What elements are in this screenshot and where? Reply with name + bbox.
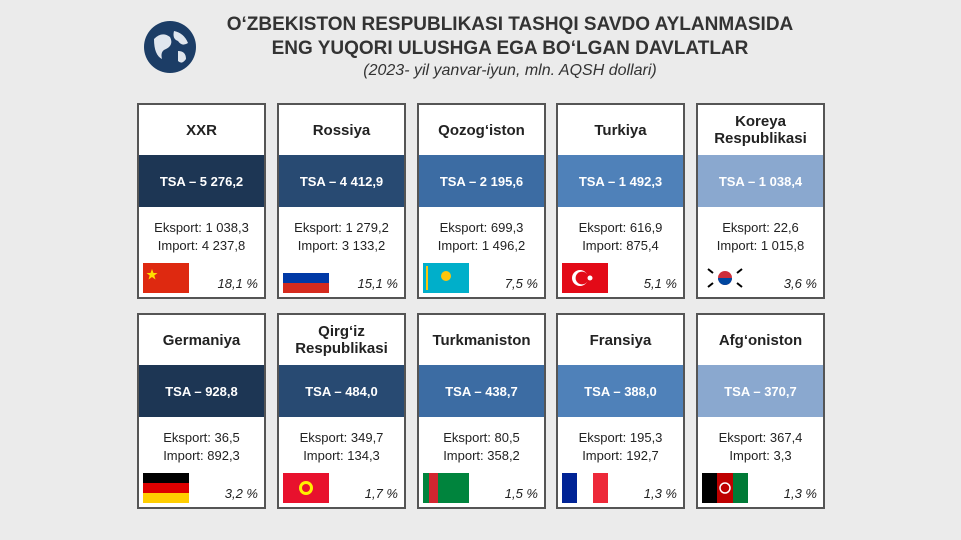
country-name: Fransiya: [589, 331, 652, 349]
country-name: Afg‘oniston: [718, 331, 803, 349]
country-name: Germaniya: [162, 331, 241, 349]
trade-details: Eksport: 1 038,3 Import: 4 237,8: [139, 219, 264, 255]
country-name: Qozog‘iston: [438, 121, 525, 139]
tsa-band: TSA – 4 412,9: [279, 155, 404, 207]
share-value: 3,2 %: [224, 486, 258, 501]
country-name: Turkiya: [594, 121, 647, 139]
country-card: Qozog‘iston TSA – 2 195,6 Eksport: 699,3 Im…: [417, 103, 546, 299]
flag: [562, 473, 608, 503]
share-value: 1,5 %: [504, 486, 538, 501]
country-card: Germaniya TSA – 928,8 Eksport: 36,5 Import:…: [137, 313, 266, 509]
flag: [143, 473, 189, 503]
import-value: Import: 134,3: [303, 448, 380, 463]
import-value: Import: 1 015,8: [716, 238, 805, 253]
share-value: 15,1 %: [357, 276, 398, 291]
country-name: Qirg‘iz Respublikasi: [295, 323, 388, 357]
export-value: Eksport: 616,9: [578, 220, 663, 235]
trade-details: Eksport: 616,9 Import: 875,4: [558, 219, 683, 255]
share-value: 18,1 %: [217, 276, 258, 291]
share-value: 7,5 %: [504, 276, 538, 291]
title-line1: O‘ZBEKISTON RESPUBLIKASI TASHQI SAVDO AY…: [226, 14, 794, 35]
export-value: Eksport: 36,5: [163, 430, 240, 445]
share-value: 1,3 %: [643, 486, 677, 501]
tsa-band: TSA – 2 195,6: [419, 155, 544, 207]
country-card: Turkmaniston TSA – 438,7 Eksport: 80,5 Impo…: [417, 313, 546, 509]
tsa-band: TSA – 5 276,2: [139, 155, 264, 207]
export-value: Eksport: 1 279,2: [294, 220, 389, 235]
trade-details: Eksport: 195,3 Import: 192,7: [558, 429, 683, 465]
country-card: Turkiya TSA – 1 492,3 Eksport: 616,9 Import…: [556, 103, 685, 299]
import-value: Import: 892,3: [163, 448, 240, 463]
tsa-band: TSA – 438,7: [419, 365, 544, 417]
export-value: Eksport: 699,3: [439, 220, 524, 235]
flag: [702, 473, 748, 503]
import-value: Import: 4 237,8: [157, 238, 246, 253]
country-card: XXR TSA – 5 276,2 Eksport: 1 038,3 Import: …: [137, 103, 266, 299]
trade-details: Eksport: 699,3 Import: 1 496,2: [419, 219, 544, 255]
trade-details: Eksport: 22,6 Import: 1 015,8: [698, 219, 823, 255]
trade-details: Eksport: 80,5 Import: 358,2: [419, 429, 544, 465]
country-name: Rossiya: [312, 121, 371, 139]
tsa-band: TSA – 370,7: [698, 365, 823, 417]
export-value: Eksport: 22,6: [722, 220, 799, 235]
export-value: Eksport: 349,7: [299, 430, 384, 445]
share-value: 3,6 %: [783, 276, 817, 291]
import-value: Import: 358,2: [443, 448, 520, 463]
trade-details: Eksport: 349,7 Import: 134,3: [279, 429, 404, 465]
country-card: Afg‘oniston TSA – 370,7 Eksport: 367,4 Impo…: [696, 313, 825, 509]
tsa-band: TSA – 928,8: [139, 365, 264, 417]
export-value: Eksport: 367,4: [718, 430, 803, 445]
title-line2: ENG YUQORI ULUSHGA EGA BO‘LGAN DAVLATLAR: [271, 38, 749, 59]
flag: [423, 263, 469, 293]
country-card: Rossiya TSA – 4 412,9 Eksport: 1 279,2 Impo…: [277, 103, 406, 299]
country-name: Turkmaniston: [432, 331, 531, 349]
import-value: Import: 1 496,2: [437, 238, 526, 253]
share-value: 5,1 %: [643, 276, 677, 291]
flag: [283, 473, 329, 503]
trade-details: Eksport: 367,4 Import: 3,3: [698, 429, 823, 465]
tsa-band: TSA – 1 492,3: [558, 155, 683, 207]
export-value: Eksport: 195,3: [578, 430, 663, 445]
country-name: XXR: [186, 121, 217, 139]
tsa-band: TSA – 1 038,4: [698, 155, 823, 207]
flag: [283, 263, 329, 293]
share-value: 1,3 %: [783, 486, 817, 501]
country-card: Qirg‘iz Respublikasi TSA – 484,0 Eksport: …: [277, 313, 406, 509]
export-value: Eksport: 1 038,3: [154, 220, 249, 235]
import-value: Import: 875,4: [582, 238, 659, 253]
trade-details: Eksport: 1 279,2 Import: 3 133,2: [279, 219, 404, 255]
flag: [562, 263, 608, 293]
flag: [423, 473, 469, 503]
country-card: Koreya Respublikasi TSA – 1 038,4 Eksport:…: [696, 103, 825, 299]
globe-icon: [144, 21, 196, 73]
import-value: Import: 3 133,2: [297, 238, 386, 253]
subtitle: (2023- yil yanvar-iyun, mln. AQSH dollar…: [363, 62, 657, 79]
import-value: Import: 3,3: [729, 448, 792, 463]
export-value: Eksport: 80,5: [443, 430, 520, 445]
country-card: Fransiya TSA – 388,0 Eksport: 195,3 Import:…: [556, 313, 685, 509]
flag: [143, 263, 189, 293]
tsa-band: TSA – 484,0: [279, 365, 404, 417]
trade-details: Eksport: 36,5 Import: 892,3: [139, 429, 264, 465]
tsa-band: TSA – 388,0: [558, 365, 683, 417]
import-value: Import: 192,7: [582, 448, 659, 463]
country-name: Koreya Respublikasi: [714, 113, 807, 147]
share-value: 1,7 %: [364, 486, 398, 501]
flag: [702, 263, 748, 293]
